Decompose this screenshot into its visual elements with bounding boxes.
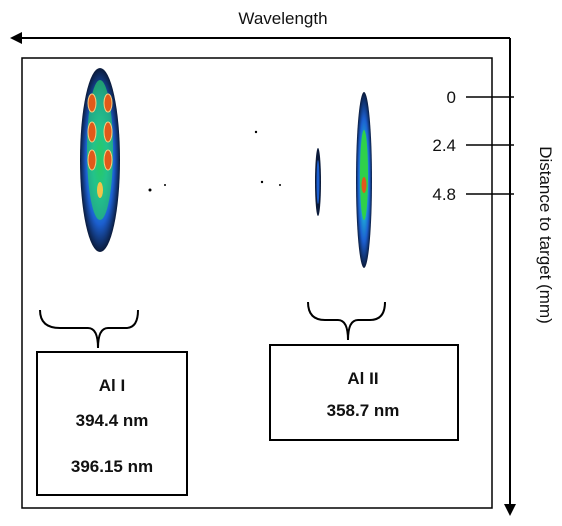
- y-axis-label: Distance to target (mm): [536, 146, 555, 324]
- label-box: [269, 344, 459, 441]
- arrow-head: [10, 32, 22, 44]
- box-line: 358.7 nm: [327, 401, 400, 420]
- brace: [39, 309, 139, 349]
- y-tick-label: 2.4: [432, 136, 456, 155]
- y-tick-label: 4.8: [432, 185, 456, 204]
- emission-plume: [80, 68, 166, 252]
- box-line: 396.15 nm: [71, 457, 153, 476]
- box-line: 394.4 nm: [76, 411, 149, 430]
- arrow-head: [504, 504, 516, 516]
- image-frame: [21, 57, 493, 509]
- brace: [307, 301, 386, 341]
- emission-specks: [254, 130, 321, 216]
- label-box: [36, 351, 188, 496]
- emission-plume: [356, 92, 372, 268]
- box-title: Al I: [99, 376, 125, 395]
- x-axis-label: Wavelength: [238, 9, 327, 28]
- y-tick-label: 0: [447, 88, 456, 107]
- box-title: Al II: [347, 369, 378, 388]
